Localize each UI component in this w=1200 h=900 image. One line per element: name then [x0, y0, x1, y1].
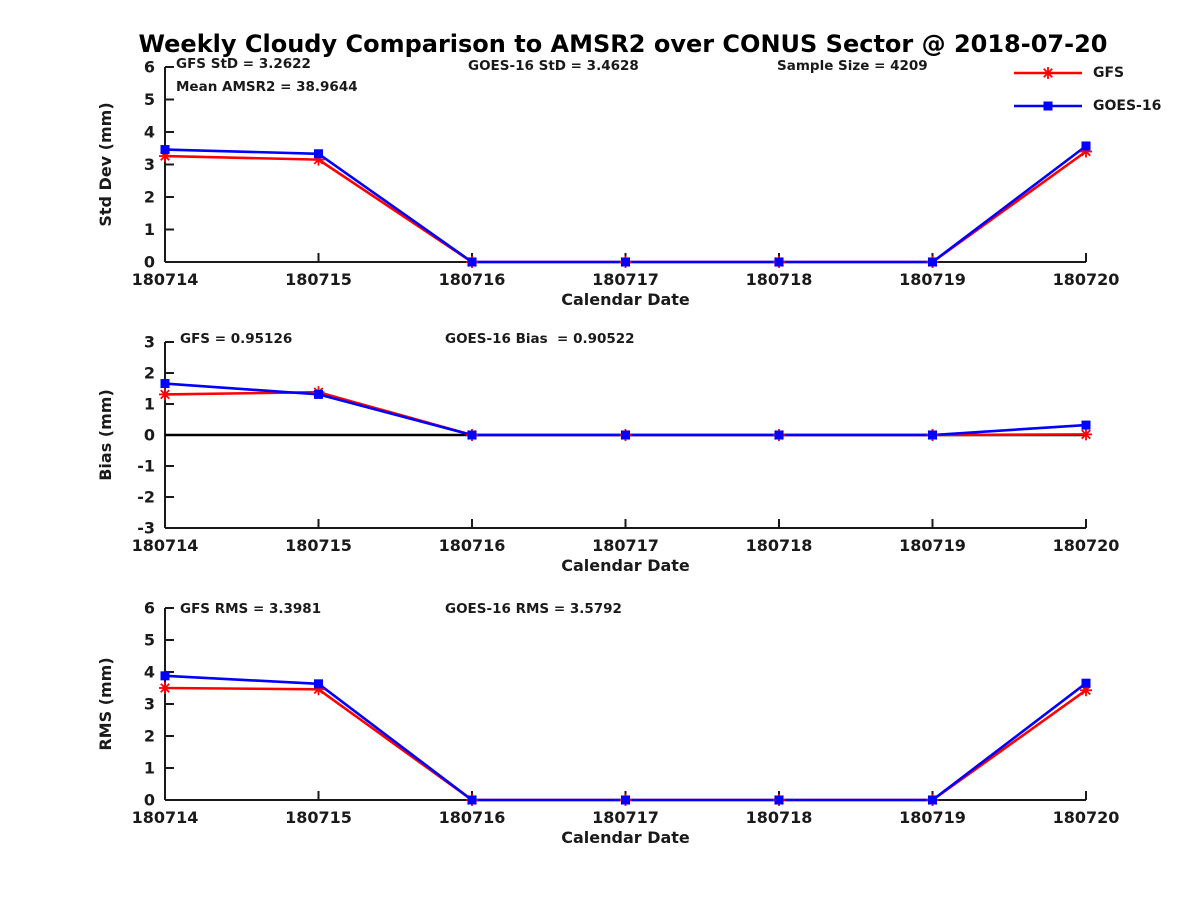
- svg-text:180714: 180714: [132, 808, 199, 827]
- std-dev-panel: 0 1 2 3 4 5 6 180714 180715 180716 180717 180718 180…: [96, 58, 1119, 309]
- svg-text:0: 0: [144, 426, 155, 445]
- svg-text:180717: 180717: [592, 536, 659, 555]
- svg-text:1: 1: [144, 395, 155, 414]
- svg-text:180715: 180715: [285, 536, 352, 555]
- svg-text:Std Dev (mm): Std Dev (mm): [96, 102, 115, 226]
- svg-text:180717: 180717: [592, 808, 659, 827]
- legend-item-gfs: GFS: [1012, 62, 1161, 84]
- svg-text:3: 3: [144, 695, 155, 714]
- svg-text:0: 0: [144, 253, 155, 272]
- legend: GFS GOES-16: [1012, 62, 1161, 128]
- svg-text:6: 6: [144, 58, 155, 77]
- svg-text:2: 2: [144, 727, 155, 746]
- svg-text:180714: 180714: [132, 270, 199, 289]
- svg-text:180715: 180715: [285, 808, 352, 827]
- gfs-line-asterisk-icon: [1014, 67, 1082, 79]
- svg-text:2: 2: [144, 364, 155, 383]
- annotation-gfs-bias: GFS = 0.95126: [180, 331, 293, 347]
- svg-text:180720: 180720: [1053, 808, 1120, 827]
- svg-text:-3: -3: [137, 519, 155, 538]
- svg-text:180719: 180719: [899, 808, 966, 827]
- annotation-goes16-std: GOES-16 StD = 3.4628: [468, 58, 639, 74]
- svg-text:-2: -2: [137, 488, 155, 507]
- annotation-goes16-bias: GOES-16 Bias = 0.90522: [445, 331, 635, 347]
- svg-text:2: 2: [144, 188, 155, 207]
- chart-title: Weekly Cloudy Comparison to AMSR2 over C…: [138, 30, 1108, 58]
- svg-text:180720: 180720: [1053, 270, 1120, 289]
- svg-text:Calendar Date: Calendar Date: [561, 290, 690, 309]
- svg-text:Calendar Date: Calendar Date: [561, 828, 690, 847]
- svg-text:180716: 180716: [439, 270, 506, 289]
- annotation-gfs-rms: GFS RMS = 3.3981: [180, 601, 322, 617]
- goes16-line-square-icon: [1014, 101, 1082, 111]
- svg-text:180720: 180720: [1053, 536, 1120, 555]
- legend-label-gfs: GFS: [1093, 65, 1125, 81]
- annotation-gfs-std: GFS StD = 3.2622: [176, 56, 311, 72]
- svg-text:180715: 180715: [285, 270, 352, 289]
- svg-text:180718: 180718: [746, 536, 813, 555]
- svg-text:180719: 180719: [899, 270, 966, 289]
- svg-text:180716: 180716: [439, 536, 506, 555]
- svg-text:4: 4: [144, 123, 155, 142]
- svg-text:1: 1: [144, 220, 155, 239]
- svg-text:180719: 180719: [899, 536, 966, 555]
- svg-text:4: 4: [144, 663, 155, 682]
- legend-item-goes16: GOES-16: [1012, 95, 1161, 117]
- legend-label-goes16: GOES-16: [1093, 98, 1162, 114]
- svg-text:180718: 180718: [746, 270, 813, 289]
- svg-text:5: 5: [144, 631, 155, 650]
- svg-text:Bias (mm): Bias (mm): [96, 389, 115, 481]
- svg-text:180716: 180716: [439, 808, 506, 827]
- svg-text:-1: -1: [137, 457, 155, 476]
- svg-text:180718: 180718: [746, 808, 813, 827]
- rms-panel: 0 1 2 3 4 5 6 180714 180715 180716 180717 180718 180…: [96, 599, 1119, 847]
- annotation-sample-size: Sample Size = 4209: [777, 58, 928, 74]
- svg-text:180717: 180717: [592, 270, 659, 289]
- svg-text:6: 6: [144, 599, 155, 618]
- svg-text:3: 3: [144, 155, 155, 174]
- annotation-goes16-rms: GOES-16 RMS = 3.5792: [445, 601, 622, 617]
- svg-text:Calendar Date: Calendar Date: [561, 556, 690, 575]
- svg-text:1: 1: [144, 759, 155, 778]
- svg-text:5: 5: [144, 90, 155, 109]
- svg-text:3: 3: [144, 333, 155, 352]
- svg-text:RMS (mm): RMS (mm): [96, 657, 115, 750]
- svg-text:0: 0: [144, 791, 155, 810]
- svg-text:180714: 180714: [132, 536, 199, 555]
- annotation-mean-amsr2: Mean AMSR2 = 38.9644: [176, 79, 358, 95]
